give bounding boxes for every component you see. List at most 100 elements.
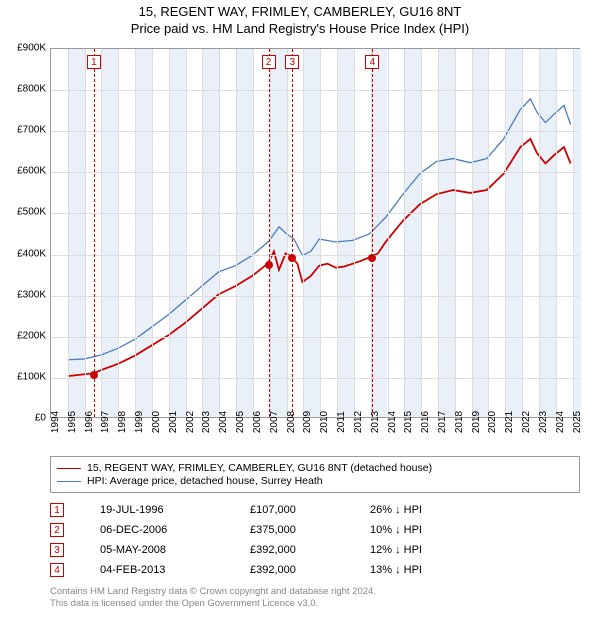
event-date: 04-FEB-2013: [100, 564, 250, 576]
gridline-v: [68, 49, 69, 417]
event-line: [269, 49, 270, 417]
gridline-v: [85, 49, 86, 417]
y-axis-label: £400K: [17, 248, 46, 259]
gridline-v: [421, 49, 422, 417]
series-line-hpi: [68, 99, 571, 360]
gridline-h: [51, 296, 579, 297]
x-axis-label: 2013: [370, 411, 381, 433]
gridline-v: [404, 49, 405, 417]
event-date: 19-JUL-1996: [100, 504, 250, 516]
footnote-l1: Contains HM Land Registry data © Crown c…: [50, 586, 376, 598]
title-sub: Price paid vs. HM Land Registry's House …: [0, 21, 600, 36]
event-num-box: 2: [50, 523, 64, 537]
gridline-v: [219, 49, 220, 417]
x-axis-label: 2024: [555, 411, 566, 433]
event-pct: 12% ↓ HPI: [370, 544, 470, 556]
gridline-h: [51, 255, 579, 256]
event-row: 2 06-DEC-2006£375,00010% ↓ HPI: [50, 520, 470, 540]
legend-row-price: 15, REGENT WAY, FRIMLEY, CAMBERLEY, GU16…: [57, 462, 573, 474]
legend-swatch-hpi: [57, 481, 81, 482]
gridline-h: [51, 337, 579, 338]
x-axis-label: 2022: [521, 411, 532, 433]
event-marker-box: 4: [365, 55, 379, 69]
x-axis-label: 2004: [218, 411, 229, 433]
gridline-v: [303, 49, 304, 417]
gridline-v: [488, 49, 489, 417]
y-axis-label: £100K: [17, 371, 46, 382]
y-axis-label: £900K: [17, 43, 46, 54]
event-marker-box: 2: [262, 55, 276, 69]
y-axis-label: £500K: [17, 207, 46, 218]
gridline-v: [186, 49, 187, 417]
price-marker: [90, 371, 98, 379]
x-axis-label: 2003: [201, 411, 212, 433]
x-axis-label: 2017: [437, 411, 448, 433]
gridline-v: [202, 49, 203, 417]
event-date: 05-MAY-2008: [100, 544, 250, 556]
event-marker-box: 3: [285, 55, 299, 69]
x-axis-label: 2010: [319, 411, 330, 433]
x-axis-label: 2021: [504, 411, 515, 433]
plot: 1234: [50, 48, 580, 418]
event-pct: 13% ↓ HPI: [370, 564, 470, 576]
legend-label-hpi: HPI: Average price, detached house, Surr…: [87, 475, 323, 487]
gridline-v: [556, 49, 557, 417]
x-axis-label: 2015: [403, 411, 414, 433]
gridline-v: [539, 49, 540, 417]
gridline-h: [51, 90, 579, 91]
x-axis-label: 2011: [336, 411, 347, 433]
x-axis-label: 2002: [185, 411, 196, 433]
event-num-box: 3: [50, 543, 64, 557]
x-axis-label: 2007: [269, 411, 280, 433]
x-axis-label: 2006: [252, 411, 263, 433]
gridline-h: [51, 172, 579, 173]
price-marker: [288, 254, 296, 262]
x-axis-label: 2019: [471, 411, 482, 433]
x-axis-label: 1999: [134, 411, 145, 433]
event-price: £375,000: [250, 524, 370, 536]
gridline-v: [320, 49, 321, 417]
legend-swatch-price: [57, 468, 81, 469]
price-marker: [265, 261, 273, 269]
x-axis-label: 2025: [572, 411, 583, 433]
event-line: [292, 49, 293, 417]
x-axis-label: 2016: [420, 411, 431, 433]
event-date: 06-DEC-2006: [100, 524, 250, 536]
gridline-h: [51, 378, 579, 379]
x-axis-label: 2020: [487, 411, 498, 433]
y-axis-label: £700K: [17, 125, 46, 136]
y-axis-label: £800K: [17, 84, 46, 95]
legend-row-hpi: HPI: Average price, detached house, Surr…: [57, 475, 573, 487]
title-main: 15, REGENT WAY, FRIMLEY, CAMBERLEY, GU16…: [0, 4, 600, 19]
x-axis-label: 2018: [454, 411, 465, 433]
gridline-v: [101, 49, 102, 417]
x-axis-label: 2005: [235, 411, 246, 433]
y-axis-label: £300K: [17, 289, 46, 300]
x-axis-label: 2000: [151, 411, 162, 433]
x-axis-label: 2012: [353, 411, 364, 433]
gridline-v: [354, 49, 355, 417]
legend: 15, REGENT WAY, FRIMLEY, CAMBERLEY, GU16…: [50, 456, 580, 493]
chart-lines: [51, 49, 579, 417]
legend-label-price: 15, REGENT WAY, FRIMLEY, CAMBERLEY, GU16…: [87, 462, 432, 474]
events-table: 119-JUL-1996£107,00026% ↓ HPI206-DEC-200…: [50, 500, 470, 580]
gridline-v: [253, 49, 254, 417]
x-axis-label: 1997: [100, 411, 111, 433]
event-num-box: 1: [50, 503, 64, 517]
series-line-price_paid: [68, 139, 571, 376]
x-axis-label: 1998: [117, 411, 128, 433]
gridline-v: [118, 49, 119, 417]
gridline-h: [51, 131, 579, 132]
footnote: Contains HM Land Registry data © Crown c…: [50, 586, 376, 611]
price-marker: [368, 254, 376, 262]
event-price: £107,000: [250, 504, 370, 516]
gridline-v: [438, 49, 439, 417]
gridline-v: [455, 49, 456, 417]
x-axis-label: 1994: [50, 411, 61, 433]
event-price: £392,000: [250, 544, 370, 556]
x-axis-label: 2008: [286, 411, 297, 433]
x-axis-label: 2023: [538, 411, 549, 433]
gridline-h: [51, 213, 579, 214]
y-axis-label: £200K: [17, 330, 46, 341]
event-pct: 10% ↓ HPI: [370, 524, 470, 536]
